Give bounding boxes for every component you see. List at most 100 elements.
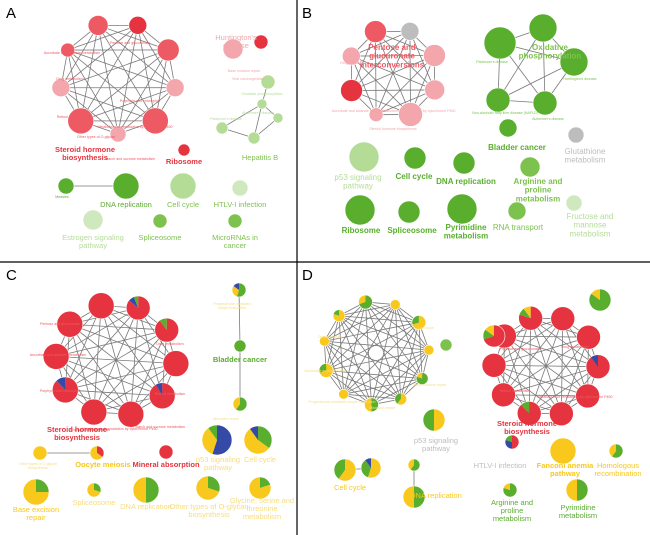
- pie-slice: [333, 309, 346, 322]
- network-edge: [504, 335, 589, 338]
- network-edge: [97, 25, 169, 51]
- pie-slice: [149, 382, 176, 409]
- pie-slice: [23, 479, 49, 505]
- network-edge: [343, 378, 423, 395]
- panel-a-small-label: Metabolism of xenobiotics by cytochrome …: [97, 125, 172, 129]
- network-edge: [65, 389, 163, 397]
- pie-outline: [51, 376, 79, 404]
- pie-slice: [361, 459, 371, 478]
- panel-b-label-oxidative: Oxidative phosphorylation: [519, 43, 582, 61]
- panel-d-label-pyrimidine: Pyrimidine metabolism: [559, 503, 597, 520]
- panel-a-node-huntington: [222, 38, 244, 60]
- panel-b-ring-node: [368, 107, 384, 122]
- panel-b-label-glutathione: Glutathione metabolism: [565, 147, 606, 165]
- panel-d-homologous-pie: [608, 443, 624, 459]
- panel-a-hepatitis-node: [256, 98, 268, 110]
- pie-slice: [503, 483, 518, 498]
- panel-c-bladder-pie: [231, 282, 247, 298]
- panel-c-node-mineral: [158, 444, 174, 460]
- panel-b-ring-node: [342, 46, 361, 66]
- panel-d-left-ring-pie: [364, 397, 379, 413]
- panel-b-node-fructose: [565, 194, 583, 212]
- network-edge: [394, 304, 402, 400]
- pie-outline: [89, 445, 105, 461]
- panel-d-small-label: Progesterone-mediated oocyte maturation: [308, 400, 375, 404]
- network-edge: [69, 323, 163, 397]
- pie-outline: [154, 317, 180, 343]
- panel-d-label-homologous: Homologous recombination: [594, 461, 641, 478]
- panel-d-right-ring-node: [550, 306, 576, 331]
- network-edge: [400, 349, 430, 400]
- panel-b-label-bladder: Bladder cancer: [488, 143, 546, 152]
- network-edge: [365, 301, 420, 323]
- pie-slice: [126, 295, 151, 320]
- panel-b-small-label: Metabolism of xenobiotics by cytochrome …: [380, 109, 455, 113]
- network-edge: [60, 87, 156, 122]
- panel-b-small-label: Non-alcoholic fatty liver disease (NAFLD…: [472, 111, 538, 115]
- panel-d-label-htlv: HTLV-I infection: [474, 461, 527, 470]
- panel-d-label-p53: p53 signaling pathway: [414, 436, 458, 453]
- panel-letter-a: A: [6, 5, 16, 22]
- panel-c-ring-node: [117, 400, 145, 428]
- panel-c-ring-node: [42, 343, 70, 370]
- panel-d-small-label: Pentose and glucuronate: [500, 347, 540, 351]
- panel-c-oocyte-node: [32, 445, 48, 461]
- panel-d-left-ring-pie: [319, 335, 330, 347]
- network-edge: [418, 322, 423, 379]
- pie-slice: [56, 376, 66, 390]
- pie-slice: [195, 476, 220, 500]
- network-edge: [80, 49, 169, 122]
- panel-a-small-label: Base excision repair: [228, 69, 261, 73]
- pie-slice: [243, 428, 270, 455]
- network-edge: [394, 304, 423, 379]
- pie-slice: [611, 444, 623, 459]
- panel-b-label-ribosome: Ribosome: [342, 226, 381, 235]
- network-edge: [503, 318, 532, 395]
- pie-slice: [390, 299, 401, 310]
- network-edge: [324, 340, 372, 406]
- pie-slice: [319, 336, 330, 347]
- pie-outline: [148, 382, 176, 410]
- panel-c-ring-pie: [154, 317, 180, 343]
- panel-d-left-ring-pie: [332, 309, 346, 323]
- pie-outline: [415, 372, 429, 385]
- panel-d-left-ring-pie: [389, 299, 401, 310]
- panel-a-label-dna: DNA replication: [100, 200, 152, 209]
- network-edge: [100, 305, 177, 364]
- panel-c-dna-pie: [132, 476, 160, 504]
- panel-c-small-label: Drug metabolism: [156, 342, 183, 346]
- pie-slice: [249, 477, 271, 499]
- panel-b-ring-node: [364, 20, 387, 43]
- pie-slice: [485, 325, 494, 336]
- pie-slice: [358, 295, 366, 305]
- pie-slice: [589, 289, 612, 311]
- network-edge: [324, 301, 366, 342]
- panel-c-small-label: Mismatch repair: [213, 417, 239, 421]
- panel-b-oxphos-node: [528, 13, 558, 43]
- pie-slice: [412, 315, 426, 330]
- panel-b-small-label: Parkinson's disease: [476, 60, 508, 64]
- pie-slice: [523, 306, 531, 319]
- pie-outline: [243, 425, 273, 455]
- pie-slice: [236, 283, 246, 297]
- panel-a-label-ribosome: Ribosome: [166, 157, 202, 166]
- pie-slice: [258, 426, 272, 449]
- network-edge: [69, 323, 167, 331]
- pie-outline: [389, 299, 401, 310]
- panel-c-small-label: Pentose and glucuronate: [40, 322, 80, 326]
- panel-a-node-spliceosome: [152, 213, 168, 229]
- pie-slice: [365, 458, 371, 468]
- panel-d-label-cellcycle: Cell cycle: [334, 483, 366, 492]
- network-edge: [365, 301, 423, 379]
- pie-slice: [133, 477, 146, 503]
- panel-c-small-label: Starch and sucrose metabolism: [135, 425, 185, 429]
- panel-c-cellcycle-pie: [243, 425, 273, 455]
- panel-b-small-label: Alzheimer's disease: [532, 117, 564, 121]
- pie-outline: [565, 478, 589, 502]
- network-edge: [130, 329, 168, 415]
- pie-outline: [319, 335, 330, 347]
- panel-d-extra-pie: [482, 324, 506, 348]
- pie-outline: [132, 476, 160, 504]
- network-edge: [400, 322, 420, 400]
- panel-b-label-dna: DNA replication: [436, 177, 496, 186]
